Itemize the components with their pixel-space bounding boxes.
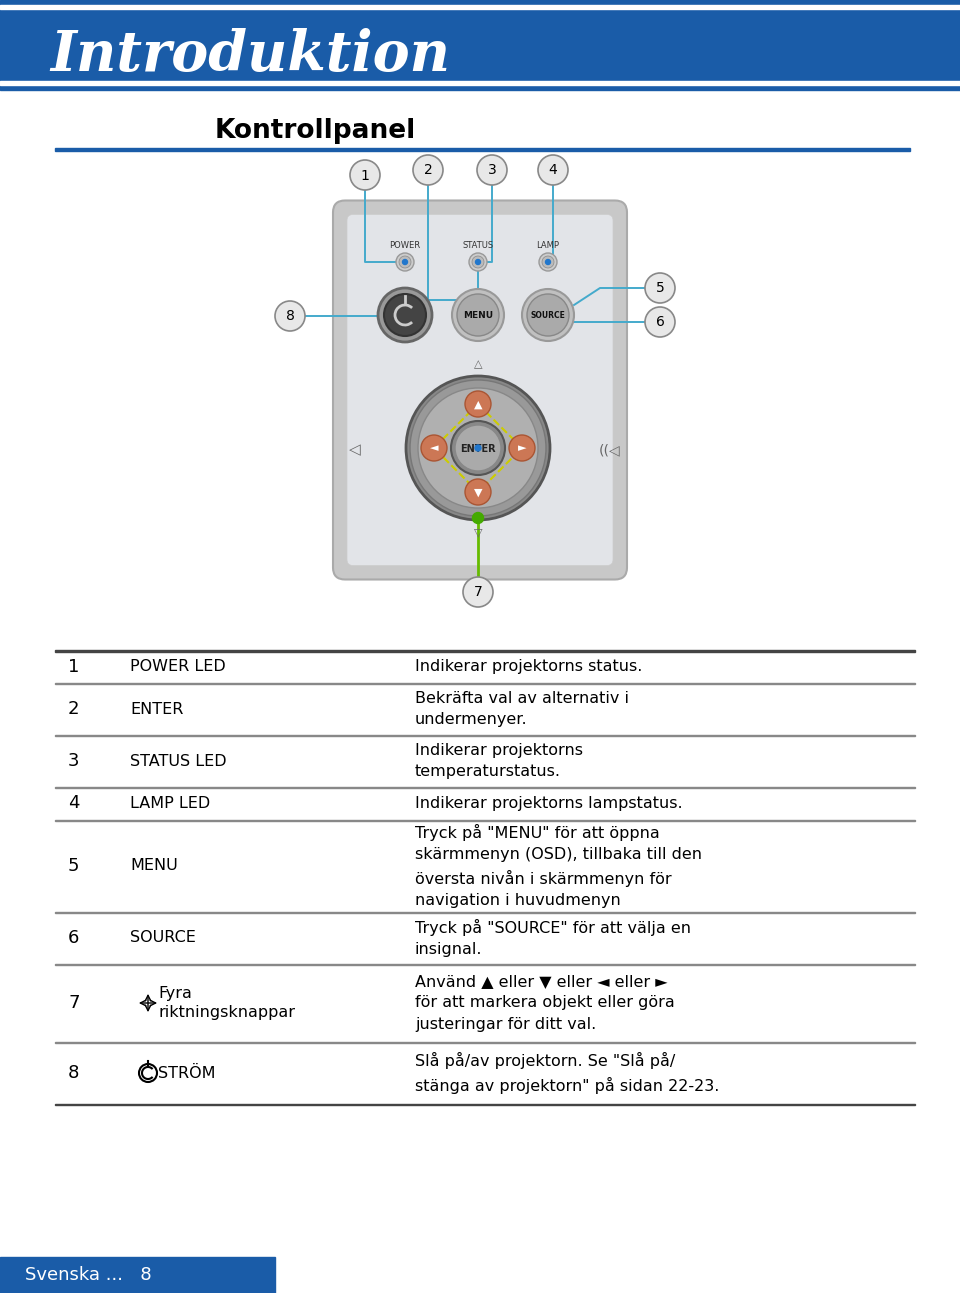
Text: Använd ▲ eller ▼ eller ◄ eller ►
för att markera objekt eller göra
justeringar f: Använd ▲ eller ▼ eller ◄ eller ► för att… (415, 975, 675, 1032)
Text: STATUS LED: STATUS LED (130, 754, 227, 768)
Circle shape (465, 390, 491, 418)
Circle shape (350, 160, 380, 190)
Text: ◁: ◁ (349, 442, 361, 458)
Circle shape (538, 155, 568, 185)
Text: 3: 3 (488, 163, 496, 177)
Circle shape (477, 155, 507, 185)
Text: Svenska ...   8: Svenska ... 8 (25, 1267, 152, 1284)
Text: Indikerar projektorns status.: Indikerar projektorns status. (415, 659, 642, 674)
Text: ENTER: ENTER (130, 702, 183, 716)
Text: ▽: ▽ (473, 528, 482, 537)
Circle shape (542, 256, 554, 268)
Circle shape (472, 256, 484, 268)
Circle shape (472, 512, 484, 524)
Text: Indikerar projektorns lampstatus.: Indikerar projektorns lampstatus. (415, 796, 683, 811)
Text: 6: 6 (656, 315, 664, 330)
Text: LAMP LED: LAMP LED (130, 796, 210, 811)
Bar (0, 0, 960, 91)
Text: STATUS: STATUS (463, 240, 493, 250)
Text: STRÖM: STRÖM (158, 1065, 215, 1081)
Text: △: △ (473, 359, 482, 369)
Text: LAMP: LAMP (537, 240, 560, 250)
Text: Fyra
riktningsknappar: Fyra riktningsknappar (158, 985, 295, 1020)
Circle shape (378, 288, 432, 343)
Circle shape (545, 260, 550, 265)
Bar (55, 650, 915, 652)
Text: MENU: MENU (130, 859, 178, 874)
Text: 1: 1 (361, 168, 370, 182)
Bar (0, 81, 960, 85)
Text: ◄: ◄ (430, 443, 439, 454)
Circle shape (410, 380, 546, 516)
Text: Bekräfta val av alternativ i
undermenyer.: Bekräfta val av alternativ i undermenyer… (415, 690, 629, 727)
Circle shape (527, 294, 569, 336)
Text: 5: 5 (68, 857, 80, 875)
Text: 2: 2 (68, 700, 80, 718)
Text: SOURCE: SOURCE (130, 931, 196, 945)
Bar (0, 1257, 275, 1293)
Circle shape (522, 290, 574, 341)
Text: 4: 4 (548, 163, 558, 177)
Circle shape (539, 253, 557, 272)
Text: Tryck på "SOURCE" för att välja en
insignal.: Tryck på "SOURCE" för att välja en insig… (415, 919, 691, 957)
Text: ▼: ▼ (473, 487, 482, 498)
Text: ENTER: ENTER (460, 443, 495, 454)
Circle shape (645, 273, 675, 303)
Text: 4: 4 (68, 794, 80, 812)
Text: Slå på/av projektorn. Se "Slå på/
stänga av projektorn" på sidan 22-23.: Slå på/av projektorn. Se "Slå på/ stänga… (415, 1053, 719, 1094)
Text: 7: 7 (68, 994, 80, 1012)
Circle shape (465, 478, 491, 506)
Circle shape (402, 260, 407, 265)
Text: Kontrollpanel: Kontrollpanel (215, 118, 417, 144)
Text: MENU: MENU (463, 312, 493, 319)
Circle shape (509, 434, 535, 462)
Circle shape (421, 434, 447, 462)
Circle shape (275, 301, 305, 331)
Text: 2: 2 (423, 163, 432, 177)
Text: Indikerar projektorns
temperaturstatus.: Indikerar projektorns temperaturstatus. (415, 743, 583, 778)
Text: POWER: POWER (390, 240, 420, 250)
Circle shape (455, 425, 501, 471)
Text: 8: 8 (68, 1064, 80, 1082)
Circle shape (475, 445, 481, 451)
Circle shape (469, 253, 487, 272)
Text: SOURCE: SOURCE (531, 312, 565, 319)
Text: POWER LED: POWER LED (130, 659, 226, 674)
Text: 7: 7 (473, 586, 482, 600)
FancyBboxPatch shape (347, 215, 613, 565)
Text: Introduktion: Introduktion (50, 27, 450, 83)
Text: ►: ► (517, 443, 526, 454)
Circle shape (645, 306, 675, 337)
Text: 5: 5 (656, 282, 664, 296)
Circle shape (406, 376, 550, 520)
Bar (0, 5, 960, 9)
Circle shape (418, 388, 538, 508)
Bar (55, 147, 910, 150)
Text: ▲: ▲ (473, 400, 482, 410)
Text: ((◁: ((◁ (599, 443, 621, 456)
Text: Tryck på "MENU" för att öppna
skärmmenyn (OSD), tillbaka till den
översta nivån : Tryck på "MENU" för att öppna skärmmenyn… (415, 825, 702, 908)
Circle shape (457, 294, 499, 336)
Text: 6: 6 (68, 928, 80, 946)
Circle shape (451, 422, 505, 475)
Circle shape (413, 155, 443, 185)
Circle shape (384, 294, 426, 336)
Circle shape (396, 253, 414, 272)
Text: 8: 8 (285, 309, 295, 323)
Circle shape (399, 256, 411, 268)
Circle shape (475, 260, 481, 265)
Circle shape (452, 290, 504, 341)
Text: 3: 3 (68, 753, 80, 771)
FancyBboxPatch shape (333, 200, 627, 579)
Text: 1: 1 (68, 658, 80, 675)
Circle shape (463, 577, 493, 606)
